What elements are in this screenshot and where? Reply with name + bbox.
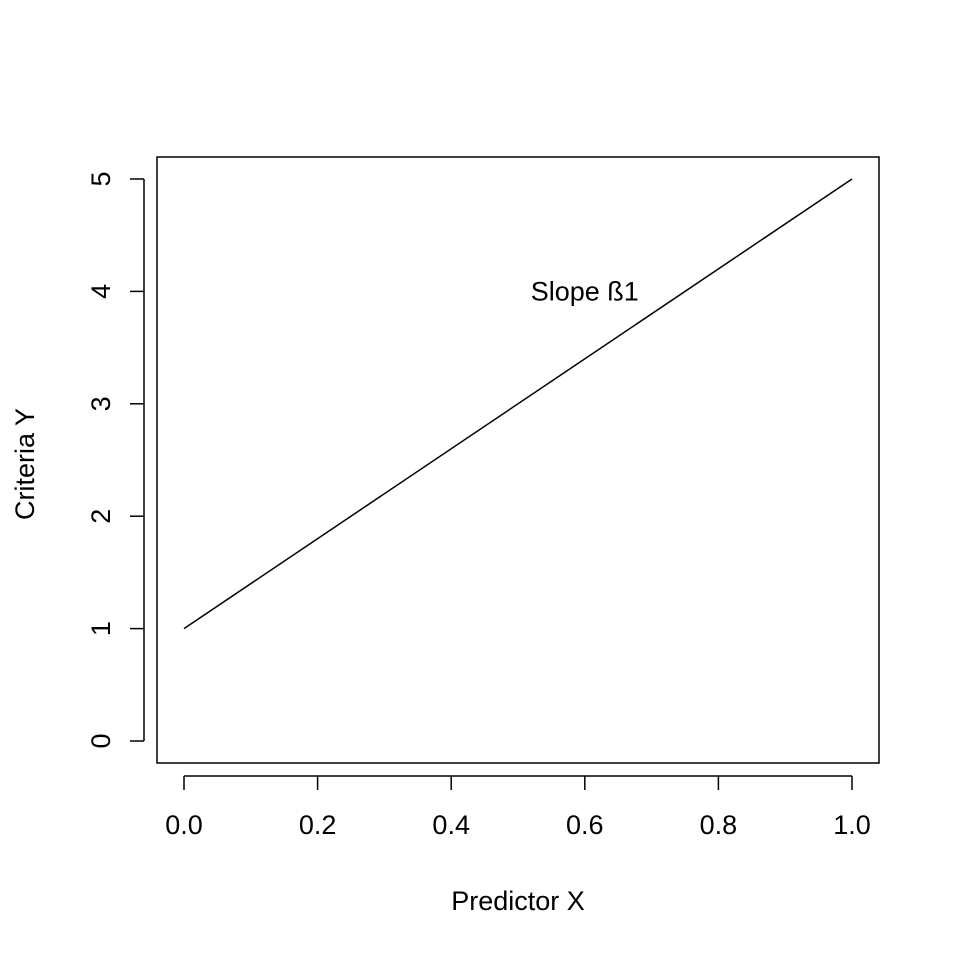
y-tick-label: 0 bbox=[86, 733, 116, 748]
x-axis: 0.0 0.2 0.4 0.6 0.8 1.0 bbox=[165, 775, 871, 840]
x-tick-label: 0.6 bbox=[566, 810, 604, 840]
y-axis-title: Criteria Y bbox=[10, 408, 40, 520]
x-tick-label: 0.2 bbox=[299, 810, 337, 840]
y-axis: 0 1 2 3 4 5 bbox=[86, 171, 145, 749]
x-axis-title: Predictor X bbox=[451, 886, 585, 916]
y-tick-label: 5 bbox=[86, 171, 116, 186]
x-tick-label: 0.0 bbox=[165, 810, 203, 840]
annotation-layer: Slope ß1 bbox=[531, 276, 639, 306]
y-tick-label: 3 bbox=[86, 396, 116, 411]
slope-annotation: Slope ß1 bbox=[531, 276, 639, 306]
x-tick-label: 0.8 bbox=[700, 810, 738, 840]
y-tick-label: 1 bbox=[86, 621, 116, 636]
x-tick-label: 1.0 bbox=[833, 810, 871, 840]
x-tick-label: 0.4 bbox=[432, 810, 470, 840]
plot-frame bbox=[156, 156, 880, 764]
y-tick-label: 4 bbox=[86, 284, 116, 299]
series-line bbox=[183, 178, 853, 630]
y-tick-label: 2 bbox=[86, 509, 116, 524]
series-layer bbox=[183, 178, 853, 630]
